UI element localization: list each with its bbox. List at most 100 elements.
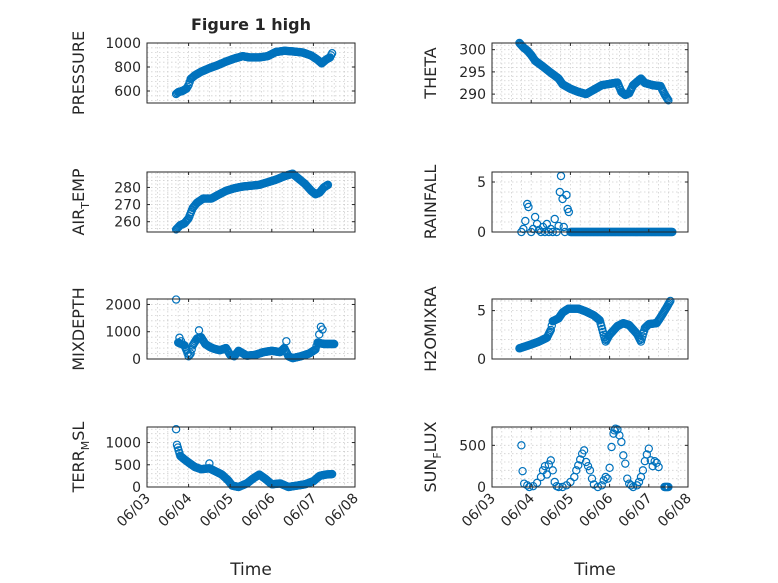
data-point bbox=[182, 216, 192, 225]
y-tick-label: 1000 bbox=[105, 36, 141, 52]
y-axis-label: THETA bbox=[421, 47, 440, 99]
data-point bbox=[626, 481, 636, 490]
axes-frame bbox=[491, 298, 689, 360]
figure-title: Figure 1 high bbox=[191, 15, 311, 34]
y-tick-label: 1000 bbox=[105, 325, 141, 341]
data-point bbox=[519, 224, 528, 234]
y-axis-label: AIRTEMP bbox=[69, 168, 92, 235]
x-tick-label: 06/05 bbox=[537, 491, 577, 531]
x-tick-label: 06/03 bbox=[459, 491, 499, 531]
subplot-1: 600 800 1000 PRESSURE bbox=[69, 31, 356, 115]
data-point bbox=[517, 441, 526, 450]
x-tick-label: 06/07 bbox=[616, 491, 656, 531]
y-tick-label: 2000 bbox=[105, 297, 141, 313]
data-point bbox=[587, 474, 597, 483]
data-point bbox=[548, 466, 557, 475]
x-tick-label: 06/06 bbox=[577, 490, 617, 530]
data-point bbox=[194, 326, 204, 335]
subplot-6: 0 5 H2OMIXRA bbox=[421, 286, 689, 372]
y-axis-label: RAINFALL bbox=[421, 165, 440, 240]
data-point bbox=[323, 180, 333, 190]
axes-frame bbox=[146, 42, 356, 104]
data-point bbox=[585, 466, 595, 475]
y-tick-label: 0 bbox=[477, 352, 486, 368]
y-tick-label: 800 bbox=[114, 60, 141, 76]
y-tick-label: 280 bbox=[114, 180, 141, 196]
data-point bbox=[554, 221, 563, 231]
y-tick-label: 0 bbox=[132, 480, 141, 496]
data-point bbox=[607, 442, 616, 452]
data-point bbox=[327, 469, 337, 479]
data-point bbox=[315, 330, 324, 339]
subplot-2: 290 295 300 THETA bbox=[421, 38, 689, 105]
x-tick-label: 06/07 bbox=[280, 491, 320, 531]
data-point bbox=[524, 202, 533, 212]
data-point bbox=[540, 461, 550, 471]
data-point bbox=[184, 352, 193, 361]
data-point bbox=[546, 456, 556, 465]
data-point bbox=[613, 425, 622, 434]
data-point bbox=[603, 474, 612, 483]
data-point bbox=[650, 456, 659, 466]
subplot-4: 0 5 RAINFALL bbox=[421, 165, 689, 241]
x-axis-label-left: Time bbox=[229, 560, 272, 580]
x-tick-label: 06/06 bbox=[239, 490, 279, 530]
x-tick-label: 06/08 bbox=[322, 491, 362, 531]
data-point bbox=[327, 49, 337, 58]
y-axis-label: MIXDEPTH bbox=[69, 287, 88, 370]
data-point bbox=[187, 345, 196, 354]
subplot-5: 0 1000 2000 MIXDEPTH bbox=[69, 287, 356, 371]
data-point bbox=[666, 296, 675, 306]
x-tick-label: 06/04 bbox=[156, 490, 196, 530]
data-point bbox=[581, 457, 591, 467]
x-tick-label: 06/03 bbox=[114, 491, 154, 531]
data-point bbox=[654, 462, 663, 472]
data-point bbox=[644, 444, 654, 453]
data-point bbox=[642, 450, 652, 459]
data-point bbox=[277, 346, 286, 355]
data-point bbox=[601, 472, 610, 482]
x-tick-label: 06/04 bbox=[498, 490, 538, 530]
data-point bbox=[634, 477, 644, 487]
data-point bbox=[562, 190, 571, 200]
y-tick-label: 290 bbox=[459, 87, 486, 103]
axes-frame bbox=[146, 426, 356, 488]
data-point bbox=[617, 437, 626, 447]
axes-frame bbox=[146, 298, 356, 360]
y-axis-label: PRESSURE bbox=[69, 31, 88, 115]
y-tick-label: 0 bbox=[477, 225, 486, 241]
y-tick-label: 270 bbox=[114, 198, 141, 214]
x-tick-label: 06/05 bbox=[197, 491, 237, 531]
data-point bbox=[542, 470, 552, 479]
data-point bbox=[186, 349, 195, 358]
y-tick-label: 295 bbox=[459, 65, 486, 81]
data-point bbox=[579, 446, 589, 455]
y-tick-label: 1000 bbox=[105, 436, 141, 452]
axes-frame bbox=[146, 171, 356, 233]
data-point bbox=[621, 459, 630, 468]
data-point bbox=[619, 451, 628, 460]
data-point bbox=[664, 96, 673, 105]
data-point bbox=[572, 466, 581, 475]
data-point bbox=[521, 216, 530, 226]
y-tick-label: 5 bbox=[477, 175, 486, 191]
y-axis-label: H2OMIXRA bbox=[421, 286, 440, 372]
axes-frame bbox=[491, 171, 689, 233]
y-tick-label: 0 bbox=[477, 480, 486, 496]
data-point bbox=[550, 214, 559, 224]
data-point bbox=[605, 463, 614, 473]
data-point bbox=[623, 474, 632, 483]
data-point bbox=[555, 187, 565, 197]
data-point bbox=[583, 461, 593, 471]
data-point bbox=[282, 337, 291, 346]
subplot-8: 0 500 06/03 06/04 06/05 06/06 06/07 06/08 SUNFLU… bbox=[421, 421, 695, 530]
axes-frame bbox=[491, 426, 689, 488]
data-point bbox=[205, 459, 214, 468]
data-point bbox=[652, 458, 661, 468]
data-point bbox=[638, 466, 648, 475]
data-point bbox=[532, 478, 542, 488]
x-tick-label: 06/08 bbox=[655, 491, 695, 531]
data-point bbox=[171, 295, 181, 304]
